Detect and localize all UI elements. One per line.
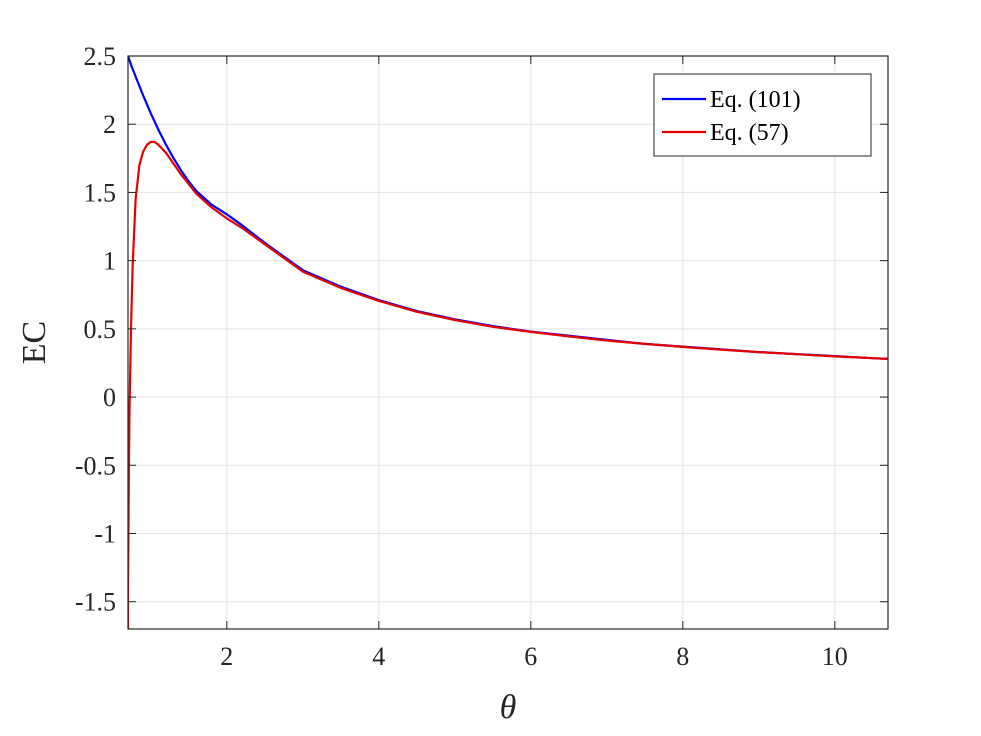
x-tick-label: 6: [524, 642, 537, 671]
axes-box: [127, 55, 889, 630]
legend: Eq. (101) Eq. (57): [653, 73, 872, 157]
x-tick-label: 10: [822, 642, 848, 671]
y-tick-label: 1: [103, 247, 116, 276]
legend-label-1: Eq. (101): [710, 87, 801, 113]
x-tick-label: 4: [372, 642, 385, 671]
y-tick-label: -1: [94, 520, 116, 549]
y-tick-label: -1.5: [75, 588, 116, 617]
y-tick-label: 0: [103, 383, 116, 412]
series-line-2: [128, 140, 888, 629]
x-tick-label: 8: [676, 642, 689, 671]
series-lines: [128, 56, 888, 629]
y-tick-label: 0.5: [84, 315, 117, 344]
y-tick-label: -0.5: [75, 451, 116, 480]
x-axis-label: θ: [500, 689, 517, 726]
y-tick-label: 2: [103, 110, 116, 139]
y-axis-label: EC: [16, 321, 53, 364]
axis-ticks: 2 4 6 8 10 -1.5 -1 -0.5 0 0.5 1 1.5 2 2.5: [75, 42, 888, 671]
legend-box: [653, 73, 872, 157]
y-tick-label: 1.5: [84, 178, 117, 207]
legend-label-2: Eq. (57): [710, 120, 789, 146]
y-tick-label: 2.5: [84, 42, 117, 71]
x-tick-label: 2: [220, 642, 233, 671]
